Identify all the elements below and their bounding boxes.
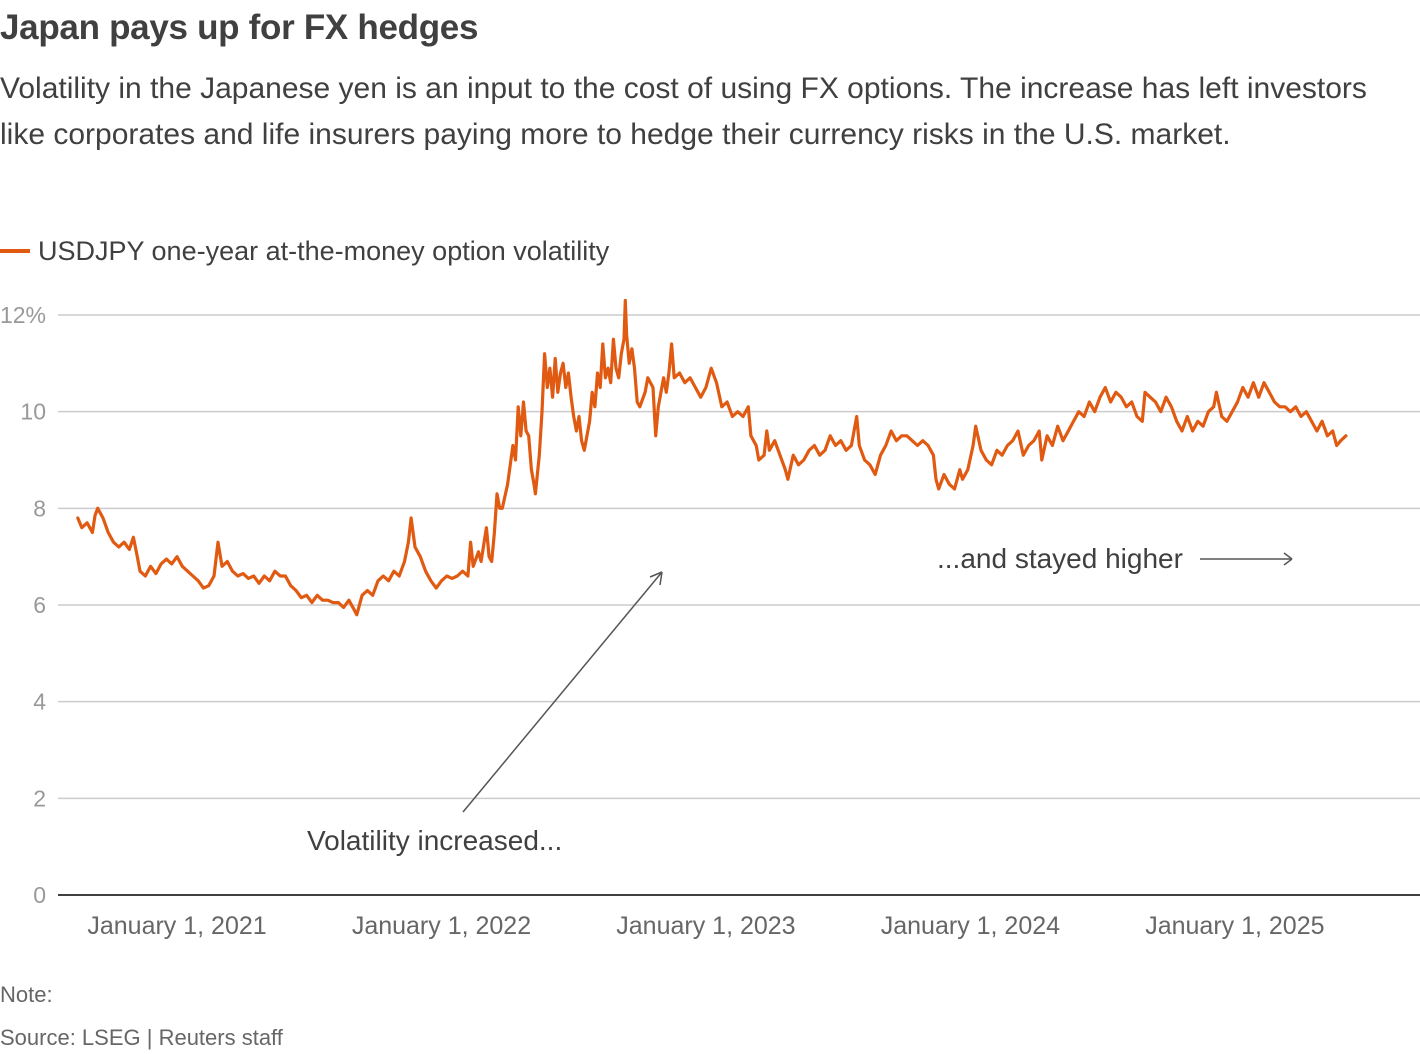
legend-label: USDJPY one-year at-the-money option vola… bbox=[38, 235, 610, 266]
annotation-stayed-higher: ...and stayed higher bbox=[937, 543, 1183, 574]
footer-source: Source: LSEG | Reuters staff bbox=[0, 1025, 283, 1050]
series-line-usdjpy-volatility bbox=[76, 298, 1348, 617]
x-tick-label: January 1, 2025 bbox=[1145, 912, 1324, 940]
x-tick-label: January 1, 2021 bbox=[87, 912, 266, 940]
y-tick-label: 4 bbox=[33, 689, 46, 715]
legend-swatch bbox=[0, 249, 30, 253]
x-tick-label: January 1, 2022 bbox=[352, 912, 531, 940]
footer-note: Note: bbox=[0, 982, 53, 1007]
annotations: Volatility increased... ...and stayed hi… bbox=[307, 543, 1293, 856]
y-tick-label: 2 bbox=[33, 785, 46, 811]
y-tick-label: 12% bbox=[0, 302, 46, 328]
y-tick-label: 10 bbox=[20, 399, 46, 425]
legend: USDJPY one-year at-the-money option vola… bbox=[0, 233, 609, 269]
gridlines bbox=[58, 314, 1420, 800]
annotation-arrow-increase bbox=[462, 571, 663, 813]
chart-subtitle: Volatility in the Japanese yen is an inp… bbox=[0, 72, 1367, 151]
y-tick-label: 0 bbox=[33, 882, 46, 908]
y-tick-label: 6 bbox=[33, 592, 46, 618]
x-axis-ticks: January 1, 2021 January 1, 2022 January 1,… bbox=[87, 912, 1324, 940]
annotation-volatility-increased: Volatility increased... bbox=[307, 825, 562, 856]
annotation-arrowhead-higher bbox=[1283, 552, 1293, 566]
y-tick-label: 8 bbox=[33, 495, 46, 521]
chart-title: Japan pays up for FX hedges bbox=[0, 8, 479, 47]
x-tick-label: January 1, 2023 bbox=[616, 912, 795, 940]
y-axis-ticks: 0 2 4 6 8 10 12% bbox=[0, 302, 46, 908]
x-tick-label: January 1, 2024 bbox=[881, 912, 1060, 940]
annotation-arrowhead-increase bbox=[649, 571, 663, 586]
